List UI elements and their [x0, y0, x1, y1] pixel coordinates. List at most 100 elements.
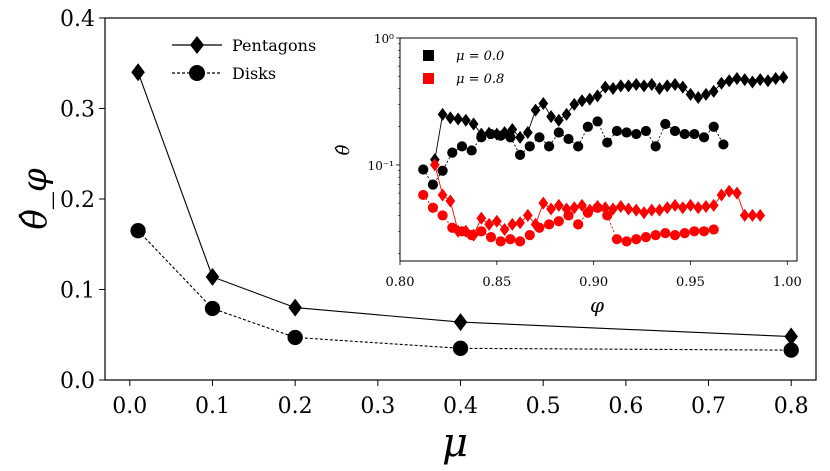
- inset-point-circle: [708, 224, 719, 235]
- inset-point-circle: [602, 137, 613, 148]
- inset-point-circle: [437, 210, 448, 221]
- inset-point-circle: [437, 165, 448, 176]
- legend-diamond-marker: [190, 36, 204, 54]
- inset-point-diamond: [522, 126, 533, 140]
- main-x-tick-label: 0.8: [774, 394, 809, 419]
- legend-mu08-swatch: [423, 73, 434, 84]
- inset-point-diamond: [708, 84, 719, 98]
- inset-point-circle: [505, 132, 516, 143]
- inset-x-tick-label: 0.80: [386, 275, 415, 290]
- inset-y-tick-label: 10⁰: [374, 32, 394, 46]
- inset-point-diamond: [770, 71, 781, 85]
- inset-point-circle: [418, 189, 429, 201]
- main-y-tick-label: 0.1: [60, 279, 95, 304]
- inset-point-circle: [466, 145, 477, 156]
- inset-point-circle: [611, 125, 622, 137]
- inset-point-diamond: [693, 201, 704, 215]
- inset-point-diamond: [437, 107, 448, 121]
- inset-point-diamond: [755, 73, 766, 87]
- main-x-tick-label: 0.3: [360, 394, 395, 419]
- inset-point-circle: [669, 125, 681, 137]
- inset-point-circle: [514, 236, 526, 247]
- inset-point-circle: [592, 116, 603, 127]
- inset-point-circle: [514, 149, 526, 160]
- inset-point-diamond: [701, 87, 711, 101]
- inset-point-circle: [718, 139, 729, 150]
- inset-point-circle: [660, 228, 671, 239]
- inset-point-diamond: [639, 206, 649, 220]
- inset-point-diamond: [646, 78, 657, 92]
- inset-point-circle: [669, 229, 681, 241]
- inset-point-diamond: [522, 208, 533, 222]
- inset-point-diamond: [716, 76, 727, 90]
- inset-point-circle: [679, 128, 690, 140]
- inset-point-diamond: [468, 117, 479, 131]
- main-x-tick-label: 0.5: [526, 394, 561, 419]
- inset-point-diamond: [530, 103, 541, 117]
- inset-point-circle: [534, 222, 545, 233]
- inset-point-circle: [456, 226, 468, 237]
- inset-point-circle: [621, 236, 632, 247]
- inset-point-diamond: [546, 202, 556, 216]
- inset-x-axis-label: φ: [590, 293, 604, 317]
- inset-point-circle: [582, 207, 593, 218]
- inset-point-circle: [447, 222, 458, 233]
- inset-point-diamond: [631, 78, 642, 92]
- inset-point-diamond: [685, 87, 696, 101]
- inset-point-diamond: [739, 73, 750, 87]
- inset-point-circle: [553, 127, 564, 138]
- inset-point-diamond: [724, 74, 735, 88]
- inset-point-diamond: [553, 113, 564, 127]
- inset-point-diamond: [615, 200, 626, 214]
- inset-point-diamond: [755, 208, 766, 222]
- main-point-diamond: [205, 267, 220, 286]
- inset-point-circle: [495, 236, 506, 247]
- inset-point-diamond: [507, 217, 518, 231]
- inset-point-diamond: [484, 217, 494, 231]
- inset-x-tick-label: 1.00: [773, 275, 802, 290]
- inset-point-diamond: [600, 80, 611, 94]
- inset-point-circle: [631, 128, 642, 140]
- inset-point-circle: [466, 229, 477, 241]
- inset-point-diamond: [732, 71, 742, 85]
- inset-point-diamond: [654, 203, 665, 217]
- main-point-diamond: [288, 298, 302, 317]
- main-legend: Pentagons Disks: [172, 36, 316, 83]
- inset-point-diamond: [693, 90, 704, 104]
- inset-legend: μ = 0.0 μ = 0.8: [423, 49, 504, 87]
- inset-point-circle: [640, 231, 652, 243]
- inset-point-circle: [592, 202, 603, 213]
- main-point-diamond: [453, 313, 468, 332]
- main-x-tick-label: 0.4: [443, 394, 478, 419]
- inset-point-circle: [698, 226, 710, 237]
- inset-y-tick-label: 10⁻¹: [368, 159, 394, 173]
- main-y-tick-label: 0.2: [60, 188, 95, 213]
- inset-x-tick-label: 0.95: [676, 275, 705, 290]
- inset-point-diamond: [677, 80, 688, 94]
- inset-point-diamond: [724, 184, 735, 198]
- inset-point-circle: [631, 234, 642, 245]
- inset-point-diamond: [499, 222, 510, 236]
- inset-point-circle: [611, 234, 622, 245]
- inset-point-circle: [689, 128, 700, 140]
- inset-point-diamond: [623, 202, 634, 216]
- main-plot: 0.0 0.1 0.2 0.3 0.4 0.5 0.6 0.7 0.8 0.0 0.1 0.2 0.3…: [15, 7, 817, 466]
- inset-point-circle: [485, 231, 497, 243]
- inset-point-circle: [563, 133, 574, 145]
- inset-y-axis-label: θ̂: [333, 144, 354, 155]
- inset-point-diamond: [716, 188, 727, 202]
- inset-point-circle: [524, 141, 535, 152]
- inset-point-diamond: [608, 82, 618, 96]
- inset-point-diamond: [654, 82, 665, 96]
- inset-point-diamond: [553, 198, 564, 212]
- inset-point-diamond: [677, 201, 688, 215]
- inset-point-circle: [476, 132, 487, 143]
- legend-pentagons-label: Pentagons: [232, 36, 316, 55]
- legend-disks-label: Disks: [232, 64, 276, 83]
- inset-point-circle: [447, 147, 458, 158]
- inset-point-diamond: [623, 79, 634, 93]
- legend-mu0-label: μ = 0.0: [456, 49, 504, 64]
- main-y-axis-label: θ̂_φ: [15, 168, 55, 229]
- inset-point-diamond: [453, 112, 463, 126]
